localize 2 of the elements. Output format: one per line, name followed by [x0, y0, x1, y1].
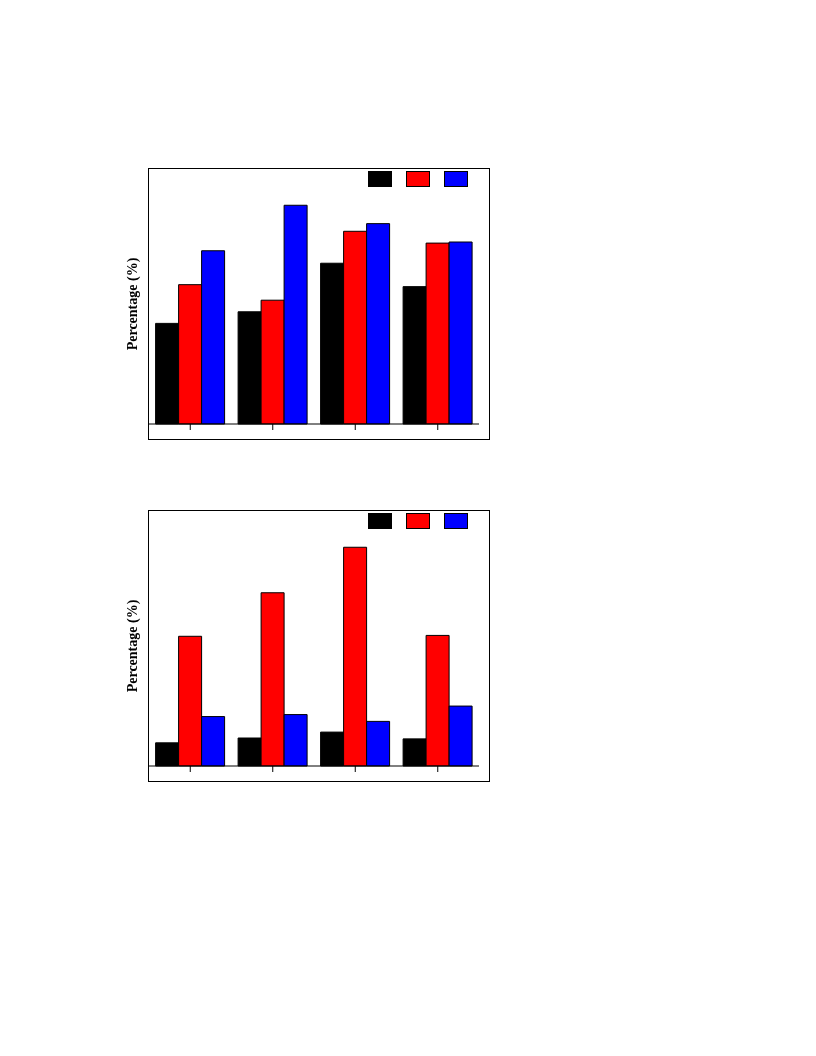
y-axis-title: Percentage (%) [125, 257, 141, 351]
y-axis-title: Percentage (%) [125, 599, 141, 693]
